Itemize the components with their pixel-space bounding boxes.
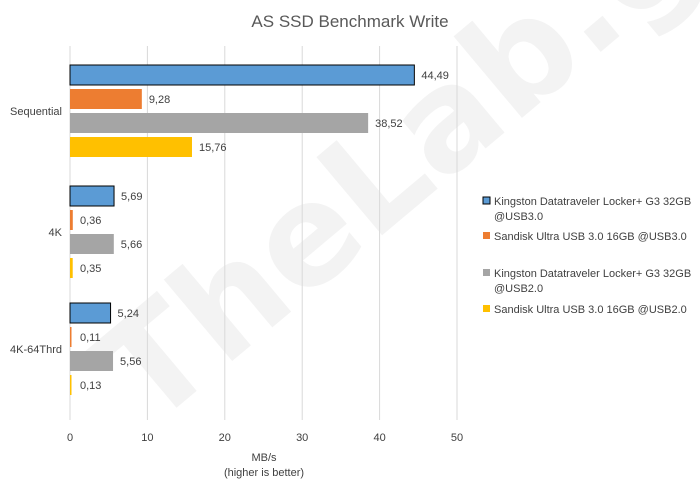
data-label: 44,49	[421, 70, 449, 82]
legend-item: Kingston Datatraveler Locker+ G3 32GB @US…	[483, 268, 691, 295]
x-tick-label: 40	[373, 432, 385, 444]
chart-title: AS SSD Benchmark Write	[251, 12, 448, 31]
y-category-label: 4K-64Thrd	[10, 344, 62, 356]
bar	[70, 234, 114, 254]
data-label: 0,36	[80, 215, 101, 227]
x-tick-label: 50	[451, 432, 463, 444]
legend-label: Kingston Datatraveler Locker+ G3 32GB	[494, 196, 691, 208]
axes: 0 10 20 30 40 50 MB/s (higher is better) Sequent…	[10, 106, 463, 479]
bar	[70, 258, 73, 278]
x-tick-label: 10	[141, 432, 153, 444]
data-label: 38,52	[375, 118, 403, 130]
y-category-label: 4K	[49, 227, 63, 239]
legend-swatch	[483, 232, 490, 239]
bar	[70, 375, 72, 395]
legend-label: Kingston Datatraveler Locker+ G3 32GB	[494, 268, 691, 280]
data-label: 5,56	[120, 356, 141, 368]
legend-label: Sandisk Ultra USB 3.0 16GB @USB3.0	[494, 231, 687, 243]
data-label: 5,69	[121, 191, 142, 203]
data-labels: 44,49 9,28 38,52 15,76 5,69 0,36 5,66 0,35 5,24 0…	[80, 70, 449, 392]
legend-item: Sandisk Ultra USB 3.0 16GB @USB2.0	[483, 304, 687, 316]
legend-swatch	[483, 305, 490, 312]
bar	[69, 302, 112, 324]
bar	[70, 137, 192, 157]
legend-item: Sandisk Ultra USB 3.0 16GB @USB3.0	[483, 231, 687, 243]
data-label: 0,35	[80, 263, 101, 275]
data-label: 0,11	[80, 332, 101, 344]
legend-swatch	[483, 269, 490, 276]
bar	[70, 89, 142, 109]
legend-item: Kingston Datatraveler Locker+ G3 32GB @US…	[482, 196, 691, 223]
x-tick-label: 0	[67, 432, 73, 444]
data-label: 15,76	[199, 142, 227, 154]
x-axis-title: MB/s	[251, 452, 277, 464]
x-tick-label: 30	[296, 432, 308, 444]
x-tick-label: 20	[219, 432, 231, 444]
legend: Kingston Datatraveler Locker+ G3 32GB @US…	[482, 196, 691, 316]
bar	[70, 210, 73, 230]
legend-swatch	[482, 196, 491, 205]
bar	[69, 64, 415, 86]
data-label: 5,66	[121, 239, 142, 251]
bar	[70, 327, 72, 347]
bars	[69, 64, 415, 395]
legend-label: @USB2.0	[494, 283, 543, 295]
bar	[70, 351, 114, 371]
legend-label: Sandisk Ultra USB 3.0 16GB @USB2.0	[494, 304, 687, 316]
data-label: 9,28	[149, 94, 170, 106]
data-label: 5,24	[118, 308, 139, 320]
y-category-label: Sequential	[10, 106, 62, 118]
x-axis-title: (higher is better)	[224, 467, 304, 479]
bar	[70, 113, 369, 133]
data-label: 0,13	[80, 380, 101, 392]
legend-label: @USB3.0	[494, 211, 543, 223]
bar	[69, 185, 115, 207]
